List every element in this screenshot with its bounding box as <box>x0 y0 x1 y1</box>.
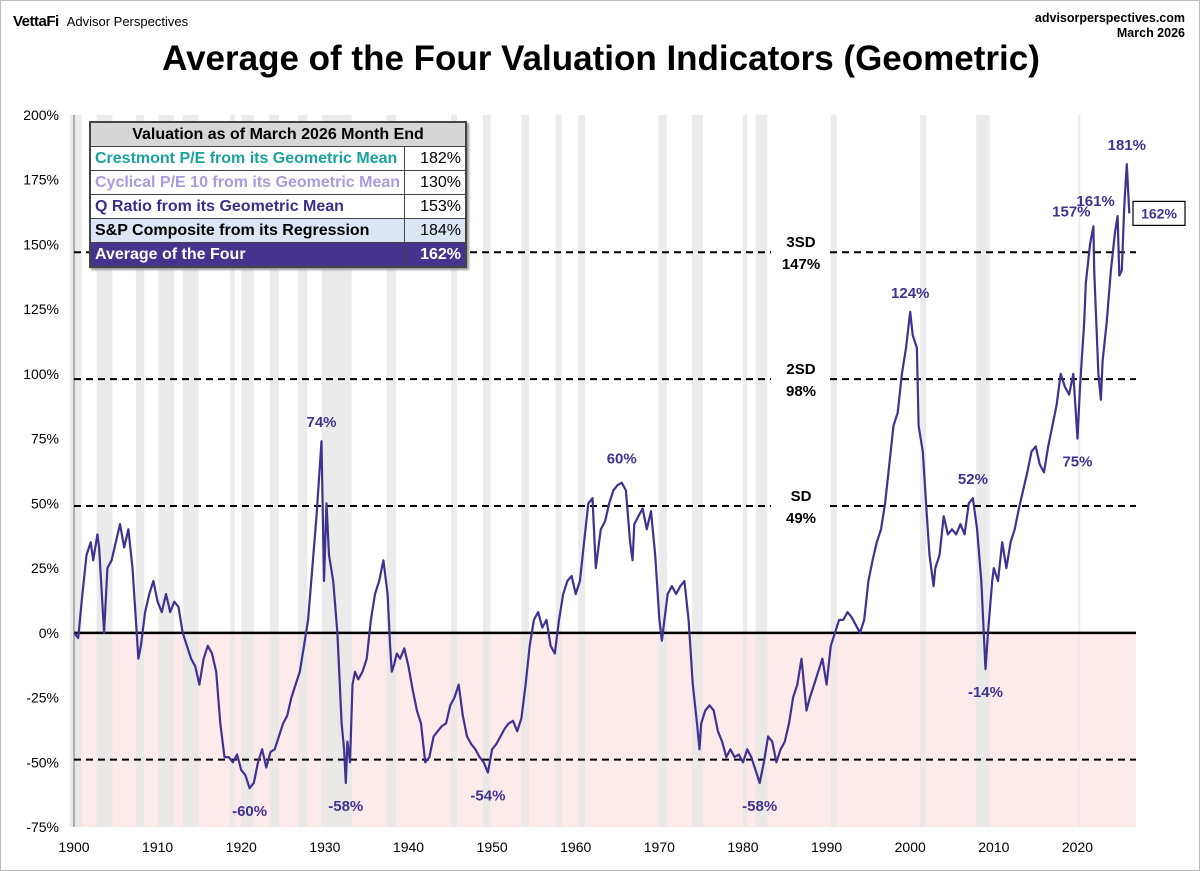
annotation-label: 75% <box>1062 454 1092 471</box>
reference-value: 49% <box>786 510 816 527</box>
recession-bar <box>482 115 491 827</box>
recession-bar <box>451 115 457 827</box>
annotation-label: 181% <box>1108 137 1146 154</box>
table-row: S&P Composite from its Regression 184% <box>89 218 467 243</box>
x-tick-label: 1950 <box>477 839 508 855</box>
row-value: 182% <box>404 146 467 171</box>
recession-bar <box>691 115 703 827</box>
x-tick-label: 1910 <box>142 839 173 855</box>
latest-value-box <box>1132 200 1186 226</box>
y-tick-label: 100% <box>23 366 59 382</box>
annotation-label: 74% <box>307 414 337 431</box>
row-label: Q Ratio from its Geometric Mean <box>89 194 406 219</box>
valuation-line <box>73 163 1131 790</box>
recession-bar <box>182 115 199 827</box>
valuation-table: Valuation as of March 2026 Month End Cre… <box>89 121 468 268</box>
recession-bar <box>578 115 585 827</box>
reference-label-bg <box>771 376 827 383</box>
y-tick-label: -50% <box>26 754 59 770</box>
table-row: Crestmont P/E from its Geometric Mean 182… <box>89 146 467 171</box>
x-tick-label: 1970 <box>644 839 675 855</box>
table-row: Average of the Four 162% <box>89 242 467 268</box>
x-tick-label: 2000 <box>895 839 926 855</box>
row-label: S&P Composite from its Regression <box>89 218 406 243</box>
recession-bar <box>269 115 279 827</box>
recession-bar <box>521 115 529 827</box>
latest-value-label: 162% <box>1141 205 1177 221</box>
recession-bar <box>135 115 145 827</box>
x-tick-label: 1980 <box>727 839 758 855</box>
brand: VettaFi Advisor Perspectives <box>13 13 188 30</box>
row-value: 184% <box>404 218 467 243</box>
annotation-label: -14% <box>968 684 1003 701</box>
recession-bar <box>158 115 175 827</box>
row-label: Crestmont P/E from its Geometric Mean <box>89 146 406 171</box>
reference-value: 147% <box>782 256 820 273</box>
annotation-label: -54% <box>470 788 505 805</box>
reference-label-bg <box>771 249 827 256</box>
recession-bar <box>241 115 254 827</box>
reference-label: SD <box>791 488 812 505</box>
annotation-label: -58% <box>328 798 363 815</box>
recession-bar <box>830 115 837 827</box>
chart-title: Average of the Four Valuation Indicators… <box>162 39 1040 78</box>
x-tick-label: 1990 <box>811 839 842 855</box>
recession-bar <box>755 115 768 827</box>
table-row: Cyclical P/E 10 from its Geometric Mean 1… <box>89 170 467 195</box>
x-tick-label: 2010 <box>978 839 1009 855</box>
recession-bar <box>69 115 82 827</box>
reference-value: 98% <box>786 383 816 400</box>
brand-sub: Advisor Perspectives <box>66 14 189 29</box>
annotation-label: 157% <box>1052 203 1090 220</box>
y-tick-label: 0% <box>39 625 59 641</box>
brand-logo: VettaFi <box>13 13 59 30</box>
recession-bar <box>742 115 748 827</box>
table-row: Q Ratio from its Geometric Mean 153% <box>89 194 467 219</box>
recession-bar <box>96 115 113 827</box>
recession-bar <box>658 115 667 827</box>
y-tick-label: 175% <box>23 172 59 188</box>
recession-bar <box>386 115 396 827</box>
row-label: Cyclical P/E 10 from its Geometric Mean <box>89 170 406 195</box>
row-value: 153% <box>404 194 467 219</box>
y-tick-label: 25% <box>31 560 59 576</box>
y-tick-label: 125% <box>23 301 59 317</box>
x-tick-label: 2020 <box>1062 839 1093 855</box>
site: advisorperspectives.com <box>1034 11 1185 25</box>
row-value: 130% <box>404 170 467 195</box>
table-title: Valuation as of March 2026 Month End <box>89 121 467 147</box>
reference-label: 2SD <box>786 361 815 378</box>
x-tick-label: 1900 <box>58 839 89 855</box>
annotation-label: 60% <box>607 450 637 467</box>
source-info: advisorperspectives.com March 2026 <box>1035 11 1185 41</box>
y-tick-label: 200% <box>23 107 59 123</box>
x-tick-label: 1940 <box>393 839 424 855</box>
recession-bar <box>230 115 235 827</box>
y-tick-label: 50% <box>31 495 59 511</box>
y-tick-label: -75% <box>26 819 59 835</box>
y-tick-label: 150% <box>23 236 59 252</box>
annotation-label: -58% <box>742 798 777 815</box>
y-tick-label: -25% <box>26 690 59 706</box>
reference-label: 3SD <box>786 234 815 251</box>
x-tick-label: 1920 <box>226 839 257 855</box>
recession-bar <box>1078 115 1081 827</box>
annotation-label: 161% <box>1076 193 1114 210</box>
annotation-label: 52% <box>958 471 988 488</box>
annotation-label: 124% <box>891 285 929 302</box>
date: March 2026 <box>1116 26 1185 40</box>
x-tick-label: 1930 <box>309 839 340 855</box>
row-value: 162% <box>404 242 467 268</box>
recession-bar <box>555 115 562 827</box>
reference-label-bg <box>771 502 827 509</box>
annotation-label: -60% <box>232 803 267 820</box>
y-tick-label: 75% <box>31 431 59 447</box>
x-tick-label: 1960 <box>560 839 591 855</box>
row-label: Average of the Four <box>89 242 406 268</box>
recession-bar <box>298 115 308 827</box>
